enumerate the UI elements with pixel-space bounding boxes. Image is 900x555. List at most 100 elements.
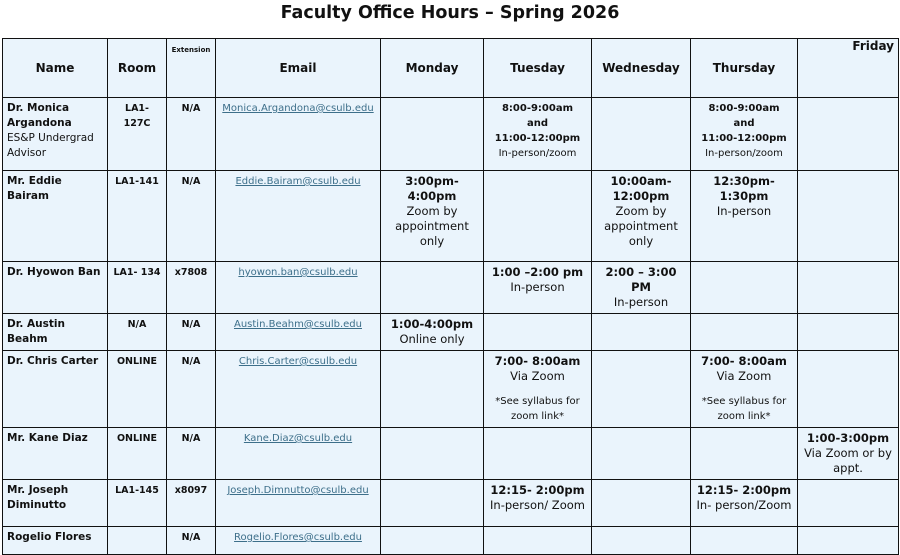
friday-hours-cell: 1:00-3:00pm Via Zoom or by appt.	[797, 427, 899, 480]
tuesday-hours-cell	[483, 170, 592, 262]
faculty-name: Rogelio Flores	[7, 531, 92, 543]
room-cell: LA1- 134	[107, 261, 167, 314]
hours-line: 11:00-12:00pm	[701, 133, 787, 144]
hours-line: Via Zoom or by	[804, 446, 892, 460]
hours-line: only	[628, 234, 654, 248]
thursday-hours-cell: 12:30pm- 1:30pm In-person	[690, 170, 798, 262]
table-row: Dr. Hyowon Ban LA1- 134 x7808 hyowon.ban@cs…	[2, 261, 899, 314]
tuesday-hours-cell	[483, 313, 592, 351]
tuesday-hours-cell	[483, 526, 592, 555]
email-link[interactable]: Monica.Argandona@csulb.edu	[222, 103, 374, 114]
tuesday-hours-cell: 12:15- 2:00pm In-person/ Zoom	[483, 479, 592, 527]
faculty-name-cell: Rogelio Flores	[2, 526, 108, 555]
email-link[interactable]: Kane.Diaz@csulb.edu	[243, 433, 353, 444]
wednesday-hours-cell	[591, 350, 691, 428]
table-row: Rogelio Flores N/A Rogelio.Flores@csulb.ed…	[2, 526, 899, 555]
tuesday-hours-cell	[483, 427, 592, 480]
hours-line: 3:00pm-4:00pm	[405, 174, 459, 203]
thursday-hours-cell	[690, 526, 798, 555]
hours-line: 2:00 – 3:00 PM	[605, 265, 677, 294]
monday-hours-cell	[380, 350, 484, 428]
email-cell: Austin.Beahm@csulb.edu	[215, 313, 381, 351]
email-link[interactable]: Joseph.Dimnutto@csulb.edu	[227, 485, 369, 496]
extension-cell: N/A	[166, 350, 216, 428]
thursday-hours-cell	[690, 261, 798, 314]
email-link[interactable]: Chris.Carter@csulb.edu	[238, 356, 358, 367]
hours-line: In-person	[716, 204, 772, 218]
friday-hours-cell	[797, 313, 899, 351]
hours-line: only	[419, 234, 445, 248]
faculty-name-cell: Dr. Austin Beahm	[2, 313, 108, 351]
hours-line: appointment	[604, 219, 678, 233]
thursday-hours-cell: 12:15- 2:00pm In- person/Zoom	[690, 479, 798, 527]
page-title: Faculty Office Hours – Spring 2026	[280, 3, 620, 23]
hours-line: 12:15- 2:00pm	[490, 483, 585, 497]
extension-cell: x8097	[166, 479, 216, 527]
friday-hours-cell	[797, 261, 899, 314]
hours-line: 11:00-12:00pm	[494, 133, 581, 144]
hours-line: *See syllabus for	[495, 396, 580, 407]
wednesday-hours-cell: 2:00 – 3:00 PM In-person	[591, 261, 691, 314]
hours-line: In-person/ Zoom	[490, 498, 585, 512]
faculty-name: Dr. Austin Beahm	[7, 318, 65, 345]
email-cell: Chris.Carter@csulb.edu	[215, 350, 381, 428]
thursday-hours-cell: 7:00- 8:00am Via Zoom *See syllabus for zoo…	[690, 350, 798, 428]
hours-line: 1:00-3:00pm	[806, 431, 890, 445]
hours-line: Online only	[399, 332, 465, 346]
hours-line: Via Zoom	[510, 369, 565, 383]
hours-line: and	[526, 118, 549, 129]
wednesday-hours-cell: 10:00am- 12:00pm Zoom by appointment only	[591, 170, 691, 262]
table-row: Mr. Kane Diaz ONLINE N/A Kane.Diaz@csulb.ed…	[2, 427, 899, 480]
header-friday: Friday	[797, 38, 899, 98]
hours-line: Via Zoom	[716, 369, 772, 383]
email-cell: Joseph.Dimnutto@csulb.edu	[215, 479, 381, 527]
extension-cell: x7808	[166, 261, 216, 314]
table-row: Mr. Joseph Diminutto LA1-145 x8097 Joseph.D…	[2, 479, 899, 527]
hours-line: In-person/zoom	[498, 148, 577, 159]
hours-line: appointment	[395, 219, 469, 233]
hours-line: 12:30pm-	[713, 174, 775, 188]
hours-line: 1:00 –2:00 pm	[491, 265, 584, 279]
email-link[interactable]: Austin.Beahm@csulb.edu	[233, 319, 362, 330]
monday-hours-cell	[380, 427, 484, 480]
table-row: Dr. Austin Beahm N/A N/A Austin.Beahm@csulb…	[2, 313, 899, 351]
email-cell: Rogelio.Flores@csulb.edu	[215, 526, 381, 555]
room-cell: LA1-141	[107, 170, 167, 262]
wednesday-hours-cell	[591, 526, 691, 555]
faculty-name-cell: Dr. Chris Carter	[2, 350, 108, 428]
room-cell: ONLINE	[107, 427, 167, 480]
hours-line: 1:00-4:00pm	[390, 317, 474, 331]
room-cell: N/A	[107, 313, 167, 351]
room-cell: LA1-145	[107, 479, 167, 527]
extension-cell: N/A	[166, 526, 216, 555]
hours-line: and	[733, 118, 755, 129]
friday-hours-cell	[797, 350, 899, 428]
hours-line: In-person/zoom	[705, 148, 783, 159]
room-cell	[107, 526, 167, 555]
faculty-name: Dr. Chris Carter	[7, 355, 99, 367]
header-thursday: Thursday	[690, 38, 798, 98]
email-cell: Monica.Argandona@csulb.edu	[215, 97, 381, 171]
email-link[interactable]: hyowon.ban@csulb.edu	[238, 267, 358, 278]
faculty-name-cell: Mr. Kane Diaz	[2, 427, 108, 480]
hours-line: 12:15- 2:00pm	[696, 483, 792, 497]
header-row: Name Room Extension Email Monday Tuesday…	[2, 38, 899, 98]
email-cell: hyowon.ban@csulb.edu	[215, 261, 381, 314]
faculty-name: Mr. Joseph Diminutto	[7, 484, 69, 511]
email-cell: Kane.Diaz@csulb.edu	[215, 427, 381, 480]
extension-cell: N/A	[166, 427, 216, 480]
hours-line: Zoom by	[615, 204, 667, 218]
faculty-name-cell: Mr. Joseph Diminutto	[2, 479, 108, 527]
hours-line: In- person/Zoom	[696, 498, 792, 512]
faculty-role: ES&P Undergrad Advisor	[7, 132, 94, 159]
header-room: Room	[107, 38, 167, 98]
email-link[interactable]: Eddie.Bairam@csulb.edu	[235, 176, 361, 187]
header-email: Email	[215, 38, 381, 98]
room-cell: ONLINE	[107, 350, 167, 428]
faculty-name: Mr. Eddie Bairam	[7, 175, 62, 202]
monday-hours-cell	[380, 97, 484, 171]
email-link[interactable]: Rogelio.Flores@csulb.edu	[234, 532, 362, 543]
thursday-hours-cell	[690, 427, 798, 480]
hours-line: 12:00pm	[612, 189, 670, 203]
hours-line: *See syllabus for	[701, 396, 787, 407]
